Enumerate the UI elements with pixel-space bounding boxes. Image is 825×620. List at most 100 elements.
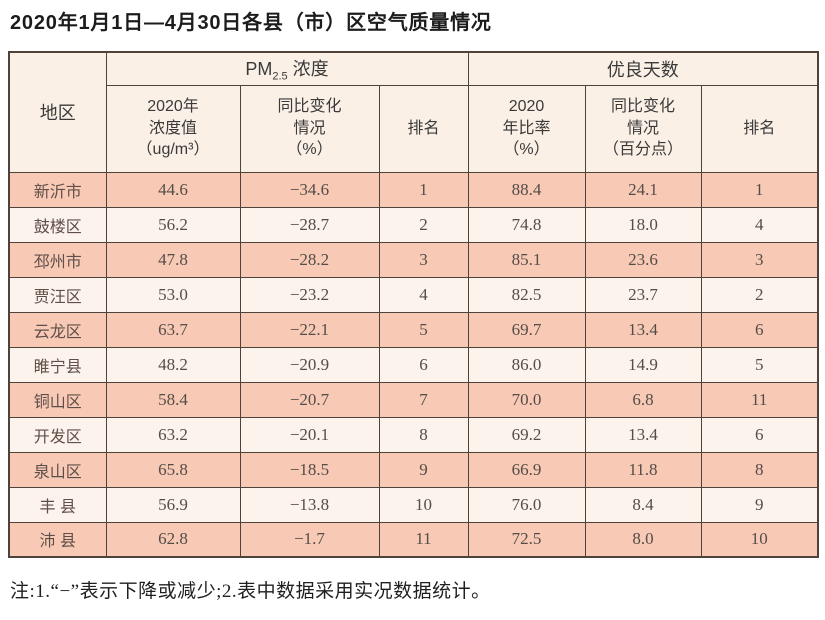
col-header-region: 地区 xyxy=(8,51,107,173)
table-row: 睢宁县 48.2 −20.9 6 86.0 14.9 5 xyxy=(8,346,819,383)
region-cell: 铜山区 xyxy=(8,381,107,418)
col-header-good-rank: 排名 xyxy=(700,84,819,173)
good-change-cell: 14.9 xyxy=(584,346,702,383)
good-rank-cell: 11 xyxy=(700,381,819,418)
good-change-cell: 23.6 xyxy=(584,241,702,278)
good-change-cell: 8.4 xyxy=(584,486,702,523)
air-quality-table: 地区 PM2.5 浓度 优良天数 2020年 浓度值 （ug/m³） 同比变化 … xyxy=(8,51,820,558)
pm-value-cell: 65.8 xyxy=(105,451,241,488)
pm25-label-prefix: PM xyxy=(245,58,273,79)
good-rank-cell: 2 xyxy=(700,276,819,313)
region-cell: 睢宁县 xyxy=(8,346,107,383)
pm-rank-cell: 10 xyxy=(378,486,469,523)
good-change-cell: 6.8 xyxy=(584,381,702,418)
region-cell: 贾汪区 xyxy=(8,276,107,313)
good-ratio-cell: 76.0 xyxy=(467,486,586,523)
good-ratio-cell: 86.0 xyxy=(467,346,586,383)
region-cell: 开发区 xyxy=(8,416,107,453)
good-ratio-cell: 70.0 xyxy=(467,381,586,418)
table-row: 沛 县 62.8 −1.7 11 72.5 8.0 10 xyxy=(8,521,819,558)
table-row: 云龙区 63.7 −22.1 5 69.7 13.4 6 xyxy=(8,311,819,348)
pm-value-cell: 62.8 xyxy=(105,521,241,558)
pm-value-cell: 63.2 xyxy=(105,416,241,453)
good-change-cell: 23.7 xyxy=(584,276,702,313)
pm-value-cell: 48.2 xyxy=(105,346,241,383)
pm-change-cell: −1.7 xyxy=(239,521,380,558)
pm25-label-suffix: 浓度 xyxy=(287,58,329,79)
good-ratio-cell: 82.5 xyxy=(467,276,586,313)
pm-rank-cell: 5 xyxy=(378,311,469,348)
good-ratio-cell: 66.9 xyxy=(467,451,586,488)
good-ratio-cell: 88.4 xyxy=(467,171,586,208)
pm-value-cell: 44.6 xyxy=(105,171,241,208)
good-change-cell: 11.8 xyxy=(584,451,702,488)
good-change-cell: 8.0 xyxy=(584,521,702,558)
pm-value-cell: 58.4 xyxy=(105,381,241,418)
good-rank-cell: 9 xyxy=(700,486,819,523)
table-row: 开发区 63.2 −20.1 8 69.2 13.4 6 xyxy=(8,416,819,453)
region-cell: 丰 县 xyxy=(8,486,107,523)
col-header-pm-value: 2020年 浓度值 （ug/m³） xyxy=(105,84,241,173)
col-header-pm-change: 同比变化 情况 （%） xyxy=(239,84,380,173)
table-row: 邳州市 47.8 −28.2 3 85.1 23.6 3 xyxy=(8,241,819,278)
col-group-pm25: PM2.5 浓度 xyxy=(105,51,469,86)
table-row: 鼓楼区 56.2 −28.7 2 74.8 18.0 4 xyxy=(8,206,819,243)
pm-rank-cell: 6 xyxy=(378,346,469,383)
good-ratio-cell: 69.7 xyxy=(467,311,586,348)
pm-change-cell: −22.1 xyxy=(239,311,380,348)
col-header-good-change: 同比变化 情况 （百分点） xyxy=(584,84,702,173)
good-ratio-cell: 69.2 xyxy=(467,416,586,453)
region-cell: 新沂市 xyxy=(8,171,107,208)
pm-rank-cell: 7 xyxy=(378,381,469,418)
pm-change-cell: −28.2 xyxy=(239,241,380,278)
pm-change-cell: −18.5 xyxy=(239,451,380,488)
region-cell: 沛 县 xyxy=(8,521,107,558)
page-title: 2020年1月1日—4月30日各县（市）区空气质量情况 xyxy=(10,12,492,34)
pm-change-cell: −20.7 xyxy=(239,381,380,418)
pm-change-cell: −23.2 xyxy=(239,276,380,313)
pm-change-cell: −28.7 xyxy=(239,206,380,243)
region-cell: 邳州市 xyxy=(8,241,107,278)
col-group-good-days: 优良天数 xyxy=(467,51,819,86)
good-rank-cell: 3 xyxy=(700,241,819,278)
table-row: 铜山区 58.4 −20.7 7 70.0 6.8 11 xyxy=(8,381,819,418)
pm-value-cell: 56.9 xyxy=(105,486,241,523)
header-sub-row: 2020年 浓度值 （ug/m³） 同比变化 情况 （%） 排名 2020 年比… xyxy=(9,84,819,173)
pm-rank-cell: 11 xyxy=(378,521,469,558)
pm-value-cell: 56.2 xyxy=(105,206,241,243)
good-change-cell: 24.1 xyxy=(584,171,702,208)
pm-value-cell: 53.0 xyxy=(105,276,241,313)
pm-value-cell: 47.8 xyxy=(105,241,241,278)
good-rank-cell: 1 xyxy=(700,171,819,208)
pm-rank-cell: 8 xyxy=(378,416,469,453)
good-change-cell: 18.0 xyxy=(584,206,702,243)
good-ratio-cell: 85.1 xyxy=(467,241,586,278)
good-rank-cell: 10 xyxy=(700,521,819,558)
region-cell: 云龙区 xyxy=(8,311,107,348)
page: 2020年1月1日—4月30日各县（市）区空气质量情况 地区 PM2.5 浓度 … xyxy=(8,12,820,602)
region-cell: 泉山区 xyxy=(8,451,107,488)
table-header: 地区 PM2.5 浓度 优良天数 2020年 浓度值 （ug/m³） 同比变化 … xyxy=(8,51,819,173)
table-row: 新沂市 44.6 −34.6 1 88.4 24.1 1 xyxy=(8,171,819,208)
good-ratio-cell: 72.5 xyxy=(467,521,586,558)
table-body: 新沂市 44.6 −34.6 1 88.4 24.1 1 鼓楼区 56.2 −2… xyxy=(8,171,819,558)
good-rank-cell: 8 xyxy=(700,451,819,488)
pm-rank-cell: 4 xyxy=(378,276,469,313)
pm-change-cell: −13.8 xyxy=(239,486,380,523)
table-row: 泉山区 65.8 −18.5 9 66.9 11.8 8 xyxy=(8,451,819,488)
col-header-pm-rank: 排名 xyxy=(378,84,469,173)
region-cell: 鼓楼区 xyxy=(8,206,107,243)
good-rank-cell: 5 xyxy=(700,346,819,383)
good-rank-cell: 6 xyxy=(700,416,819,453)
good-rank-cell: 4 xyxy=(700,206,819,243)
pm-rank-cell: 9 xyxy=(378,451,469,488)
pm-rank-cell: 3 xyxy=(378,241,469,278)
col-header-good-ratio: 2020 年比率 （%） xyxy=(467,84,586,173)
table-row: 丰 县 56.9 −13.8 10 76.0 8.4 9 xyxy=(8,486,819,523)
header-group-row: 地区 PM2.5 浓度 优良天数 xyxy=(8,51,819,173)
good-change-cell: 13.4 xyxy=(584,311,702,348)
pm-change-cell: −20.9 xyxy=(239,346,380,383)
pm25-label-subscript: 2.5 xyxy=(272,70,288,83)
good-change-cell: 13.4 xyxy=(584,416,702,453)
pm-rank-cell: 1 xyxy=(378,171,469,208)
